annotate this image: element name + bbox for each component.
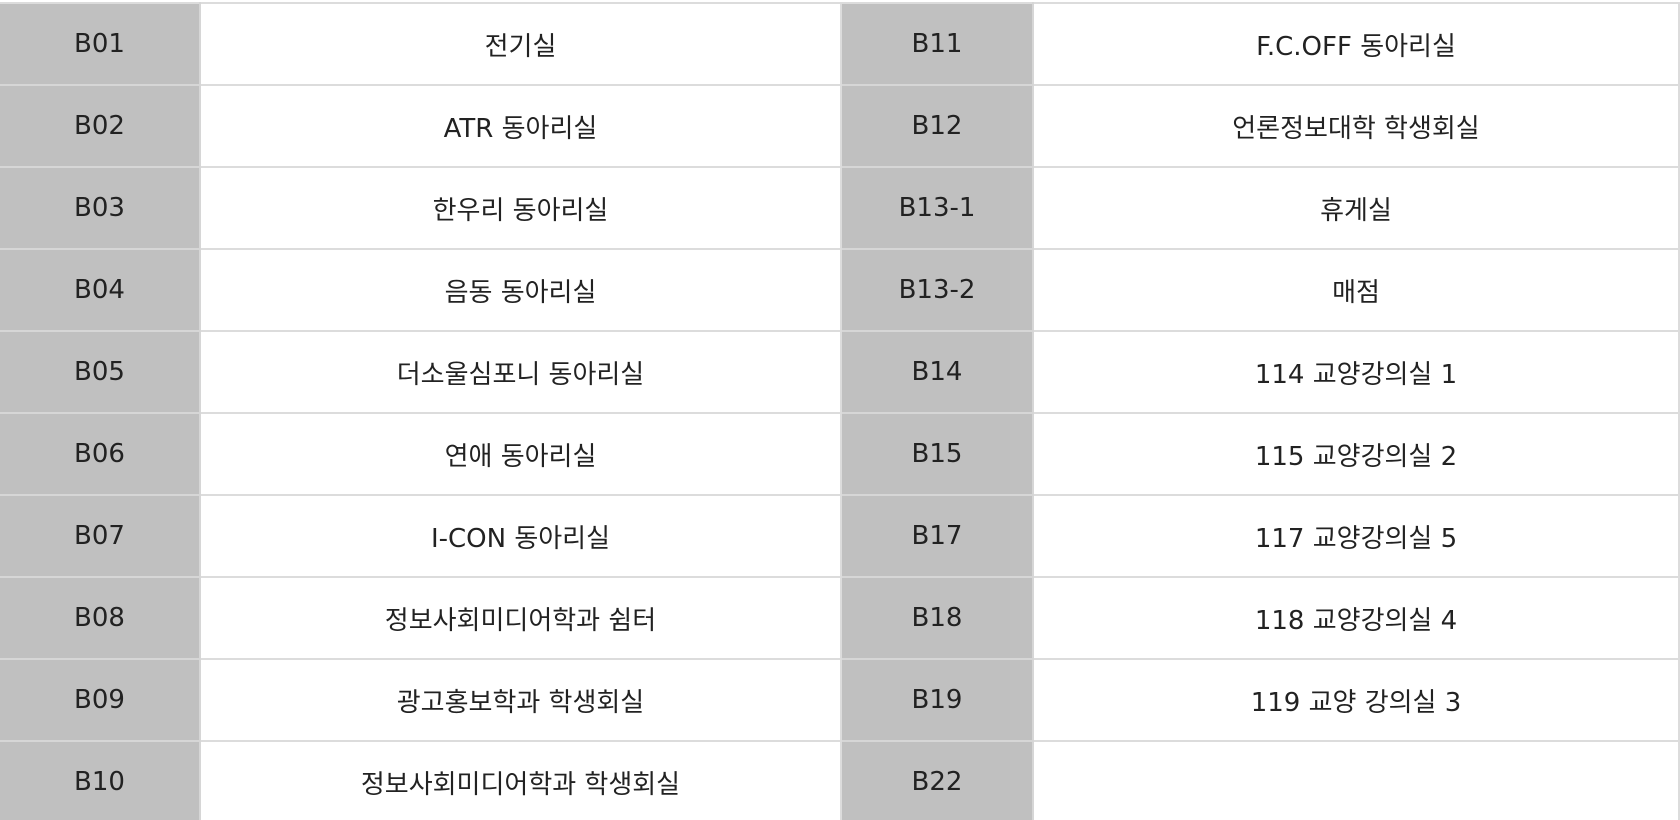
room-code-cell: B15	[840, 412, 1034, 496]
room-code-cell: B18	[840, 576, 1034, 660]
room-name-cell: 정보사회미디어학과 학생회실	[199, 740, 842, 820]
room-code-cell: B09	[0, 658, 201, 742]
room-code-cell: B11	[840, 2, 1034, 86]
room-name-cell: 광고홍보학과 학생회실	[199, 658, 842, 742]
table-row: B03 한우리 동아리실 B13-1 휴게실	[0, 166, 1680, 250]
room-code-cell: B10	[0, 740, 201, 820]
room-name-cell: 118 교양강의실 4	[1032, 576, 1680, 660]
room-code-cell: B13-2	[840, 248, 1034, 332]
table-row: B10 정보사회미디어학과 학생회실 B22	[0, 740, 1680, 820]
room-name-cell: 전기실	[199, 2, 842, 86]
room-name-cell: 더소울심포니 동아리실	[199, 330, 842, 414]
room-code-cell: B22	[840, 740, 1034, 820]
table-row: B06 연애 동아리실 B15 115 교양강의실 2	[0, 412, 1680, 496]
table-row: B04 음동 동아리실 B13-2 매점	[0, 248, 1680, 332]
table-row: B01 전기실 B11 F.C.OFF 동아리실	[0, 2, 1680, 86]
room-name-cell: F.C.OFF 동아리실	[1032, 2, 1680, 86]
room-code-cell: B01	[0, 2, 201, 86]
room-code-cell: B08	[0, 576, 201, 660]
table-row: B02 ATR 동아리실 B12 언론정보대학 학생회실	[0, 84, 1680, 168]
room-name-cell: 119 교양 강의실 3	[1032, 658, 1680, 742]
room-name-cell: 음동 동아리실	[199, 248, 842, 332]
room-code-cell: B14	[840, 330, 1034, 414]
room-code-cell: B05	[0, 330, 201, 414]
room-name-cell	[1032, 740, 1680, 820]
room-name-cell: ATR 동아리실	[199, 84, 842, 168]
room-name-cell: 115 교양강의실 2	[1032, 412, 1680, 496]
room-code-cell: B17	[840, 494, 1034, 578]
room-name-cell: 한우리 동아리실	[199, 166, 842, 250]
room-name-cell: I-CON 동아리실	[199, 494, 842, 578]
room-name-cell: 정보사회미디어학과 쉼터	[199, 576, 842, 660]
room-name-cell: 매점	[1032, 248, 1680, 332]
table-row: B08 정보사회미디어학과 쉼터 B18 118 교양강의실 4	[0, 576, 1680, 660]
room-code-cell: B04	[0, 248, 201, 332]
table-row: B09 광고홍보학과 학생회실 B19 119 교양 강의실 3	[0, 658, 1680, 742]
room-code-cell: B12	[840, 84, 1034, 168]
room-name-cell: 114 교양강의실 1	[1032, 330, 1680, 414]
room-code-cell: B06	[0, 412, 201, 496]
room-name-cell: 연애 동아리실	[199, 412, 842, 496]
room-code-cell: B13-1	[840, 166, 1034, 250]
room-code-cell: B19	[840, 658, 1034, 742]
table-row: B07 I-CON 동아리실 B17 117 교양강의실 5	[0, 494, 1680, 578]
room-name-cell: 언론정보대학 학생회실	[1032, 84, 1680, 168]
table-row: B05 더소울심포니 동아리실 B14 114 교양강의실 1	[0, 330, 1680, 414]
room-name-cell: 117 교양강의실 5	[1032, 494, 1680, 578]
room-code-cell: B02	[0, 84, 201, 168]
room-code-cell: B07	[0, 494, 201, 578]
room-code-cell: B03	[0, 166, 201, 250]
room-name-cell: 휴게실	[1032, 166, 1680, 250]
